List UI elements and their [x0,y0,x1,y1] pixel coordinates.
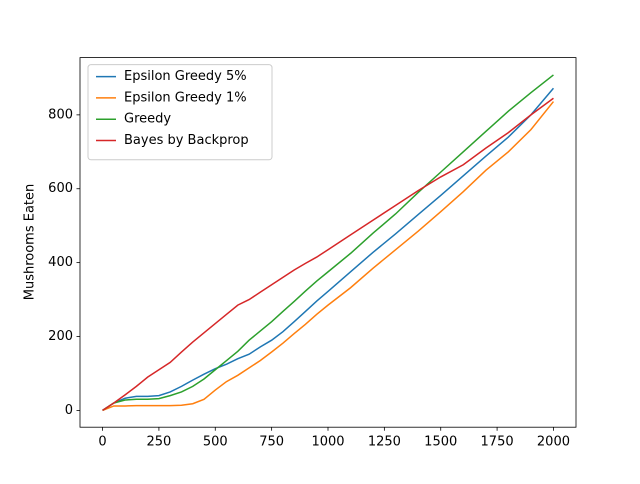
y-tick-label: 400 [48,255,73,270]
series-line [102,87,555,412]
x-tick-label: 1250 [368,435,401,450]
x-tick-label: 750 [259,435,284,450]
y-tick-label: 0 [65,403,73,418]
legend-label: Epsilon Greedy 5% [124,69,247,84]
series-line [102,74,554,412]
x-tick-label: 1000 [311,435,344,450]
x-tick-label: 250 [146,435,171,450]
series-line [102,101,555,412]
legend-label: Bayes by Backprop [124,133,249,148]
axes-frame [79,57,577,428]
y-tick-label: 200 [48,329,73,344]
legend-box [87,64,273,161]
x-tick-label: 1500 [424,435,457,450]
legend-label: Greedy [124,112,171,127]
x-tick-label: 1750 [481,435,514,450]
legend-label: Epsilon Greedy 1% [124,90,247,105]
series-line [102,97,554,412]
y-tick-label: 600 [48,181,73,196]
y-axis-label: Mushrooms Eaten [23,184,38,301]
y-tick-label: 800 [48,107,73,122]
x-tick-label: 500 [203,435,228,450]
x-tick-label: 0 [98,435,106,450]
x-tick-label: 2000 [537,435,570,450]
